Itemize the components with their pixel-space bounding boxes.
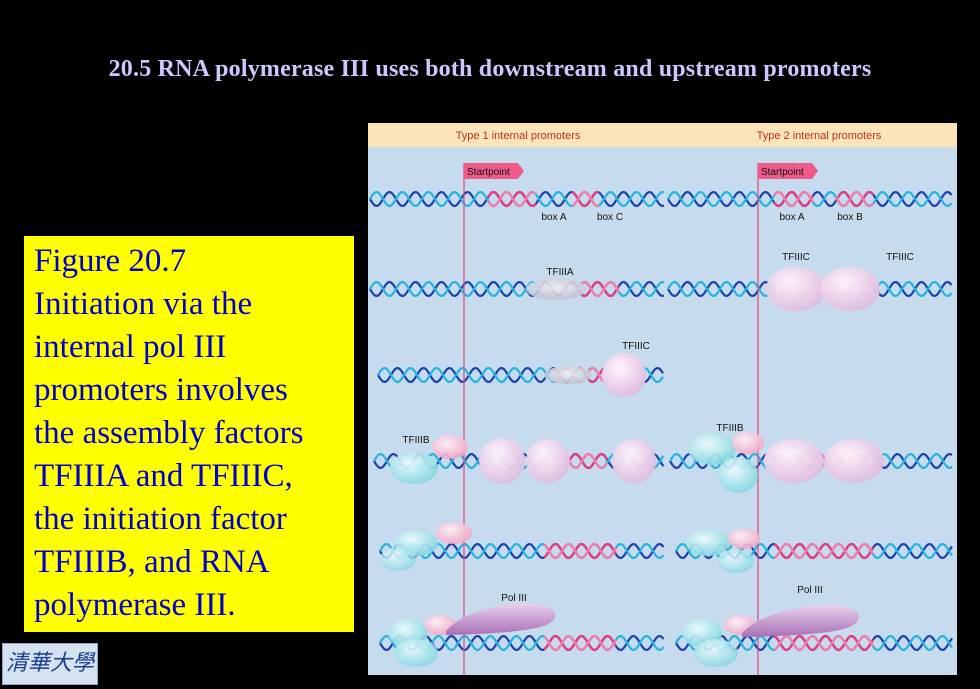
tfiiia-protein [544,366,592,384]
tfiiib-protein [694,639,738,667]
caption-line: the assembly factors [34,415,304,451]
type1-box-c-label: box C [597,212,623,223]
type2-header: Type 2 internal promoters [757,130,882,142]
promoter-segment [571,190,600,208]
caption-line: promoters involves [34,372,288,408]
tfiiic-protein [766,267,826,311]
pol3-protein [446,603,556,635]
promoter-segment [834,190,875,208]
promoter-segment [543,542,618,560]
tfiiib-protein [718,549,754,573]
type1-dna-row1 [369,190,665,208]
promoter-segment [773,634,875,652]
pol3-protein [742,604,859,637]
type2-tfiiib-label: TFIIIB [716,423,744,434]
tfiiib-protein [688,433,736,465]
header-band [368,123,957,147]
type1-tfiiia-label: TFIIIA [546,267,574,278]
type1-box-a-label: box A [541,212,566,223]
promoter-diagram: Type 1 internal promoters Type 2 interna… [368,123,957,675]
tfiiib-protein [380,547,416,571]
type2-tfiiic-right-label: TFIIIC [886,252,914,263]
tfiiic-protein [820,267,880,311]
type1-dna-row2 [369,280,665,298]
university-logo: 清華大學 [2,643,98,685]
type1-tfiiib-label: TFIIIB [402,435,430,446]
promoter-segment [834,190,875,208]
promoter-segment [773,542,875,560]
tfiiib-protein [732,432,764,454]
figure-caption: Figure 20.7 Initiation via the internal … [24,236,354,632]
tfiiic-protein [479,438,525,484]
tfiiic-protein [764,439,824,483]
type2-box-a-label: box A [779,212,804,223]
tfiiic-protein [824,439,884,483]
dna-layer [369,190,953,652]
tfiiib-protein [686,530,730,556]
tfiiic-protein [612,439,656,483]
promoter-segment [486,190,537,208]
startpoint-flag-type1: Startpoint [464,163,524,179]
startpoint-flag-type2: Startpoint [758,163,818,179]
caption-line: TFIIIB, and RNA [34,544,270,580]
tfiiic-protein [526,439,570,483]
tfiiib-protein [728,529,760,549]
slide-title: 20.5 RNA polymerase III uses both downst… [108,56,872,82]
promoter-segment [773,634,875,652]
promoter-segment [543,634,618,652]
type2-tfiiic-left-label: TFIIIC [782,252,810,263]
type1-header: Type 1 internal promoters [456,130,581,142]
caption-line: Figure 20.7 [34,243,187,279]
startpoint-label: Startpoint [761,167,804,178]
tfiiib-protein [718,457,758,493]
type2-box-b-label: box B [837,212,863,223]
tfiiic-protein [602,353,646,397]
type1-pol3-label: Pol III [501,593,527,604]
promoter-segment [773,190,815,208]
promoter-diagram-svg: Type 1 internal promoters Type 2 interna… [368,123,957,675]
caption-line: Initiation via the [34,286,253,322]
tfiiib-protein [432,435,468,459]
tfiiib-protein [390,452,438,484]
type1-tfiiic-label: TFIIIC [622,341,650,352]
tfiiib-protein [436,522,472,544]
tfiiia-protein [526,278,586,300]
promoter-segment [543,634,618,652]
caption-line: internal pol III [34,329,227,365]
caption-line: TFIIIA and TFIIIC, [34,458,293,494]
tfiiib-protein [394,639,438,667]
dna-strand [379,542,665,560]
promoter-segment [773,190,815,208]
startpoint-label: Startpoint [467,167,510,178]
promoter-segment [543,542,618,560]
type2-pol3-label: Pol III [797,585,823,596]
promoter-segment [486,190,537,208]
type2-dna-row1 [667,190,953,208]
promoter-segment [571,190,600,208]
caption-line: the initiation factor [34,501,287,537]
caption-line: polymerase III. [34,587,236,623]
promoter-segment [773,542,875,560]
